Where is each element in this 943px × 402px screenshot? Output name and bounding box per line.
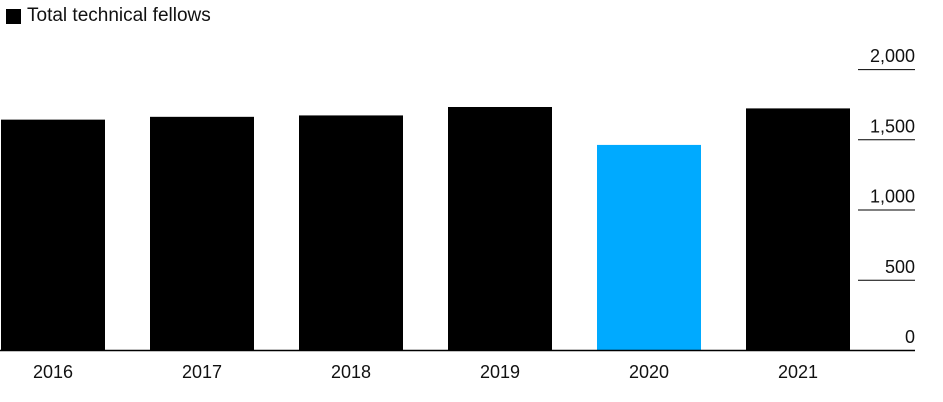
bar-2020 xyxy=(597,144,701,350)
bar-2017 xyxy=(150,116,254,350)
bar-2019 xyxy=(448,106,552,350)
x-tick-label-2017: 2017 xyxy=(182,362,222,382)
bar-2021 xyxy=(746,108,850,351)
x-tick-label-2018: 2018 xyxy=(331,362,371,382)
bar-2016 xyxy=(1,119,105,350)
bars-group xyxy=(1,106,850,351)
y-tick-label-500: 500 xyxy=(885,257,915,277)
x-tick-label-2020: 2020 xyxy=(629,362,669,382)
chart-legend: Total technical fellows xyxy=(6,5,211,27)
y-axis: 0 500 1,000 1,500 2,000 xyxy=(858,46,915,347)
x-tick-label-2021: 2021 xyxy=(778,362,818,382)
x-tick-label-2019: 2019 xyxy=(480,362,520,382)
bar-2018 xyxy=(299,115,403,351)
legend-swatch xyxy=(6,8,21,24)
y-tick-label-1500: 1,500 xyxy=(870,116,915,136)
x-tick-label-2016: 2016 xyxy=(33,362,73,382)
legend-label: Total technical fellows xyxy=(27,5,211,26)
x-axis: 2016 2017 2018 2019 2020 2021 xyxy=(0,349,915,382)
y-tick-label-0: 0 xyxy=(905,327,915,347)
y-tick-label-2000: 2,000 xyxy=(870,46,915,66)
y-tick-label-1000: 1,000 xyxy=(870,187,915,207)
